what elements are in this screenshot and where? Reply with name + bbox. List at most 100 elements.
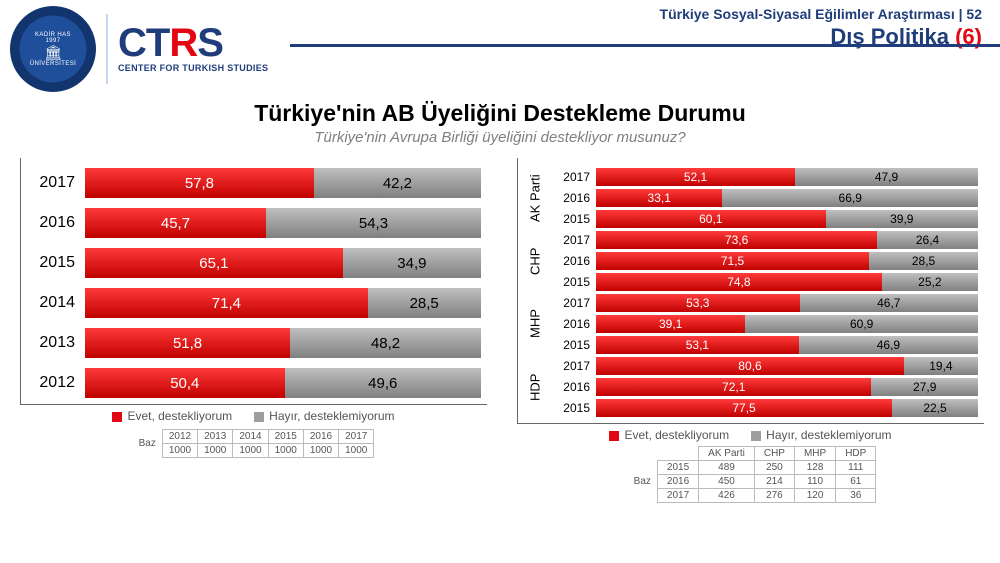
right-bar-row: 2016 33,166,9 xyxy=(552,189,978,207)
year-label: 2015 xyxy=(552,275,590,289)
baz-value: 128 xyxy=(794,461,835,475)
legend-no: Hayır, desteklemiyorum xyxy=(751,428,891,442)
yes-segment: 77,5 xyxy=(596,399,892,417)
bar: 51,848,2 xyxy=(85,328,481,358)
baz-year: 2013 xyxy=(198,430,233,444)
group-rows: 201780,619,4201672,127,9201577,522,5 xyxy=(552,357,978,417)
no-segment: 60,9 xyxy=(745,315,978,333)
bar: 39,160,9 xyxy=(596,315,978,333)
left-bar-row: 201757,842,2 xyxy=(27,168,481,198)
no-segment: 34,9 xyxy=(343,248,481,278)
no-segment: 54,3 xyxy=(266,208,481,238)
baz-col: HDP xyxy=(836,447,876,461)
baz-value: 426 xyxy=(699,489,755,503)
baz-value: 1000 xyxy=(268,444,303,458)
no-segment: 66,9 xyxy=(722,189,978,207)
title-block: Türkiye'nin AB Üyeliğini Destekleme Duru… xyxy=(0,100,1000,146)
left-baz-table: Baz2012201320142015201620171000100010001… xyxy=(133,429,375,458)
no-segment: 22,5 xyxy=(892,399,978,417)
year-label: 2012 xyxy=(27,374,75,392)
legend-no-swatch-icon xyxy=(751,431,761,441)
no-segment: 26,4 xyxy=(877,231,978,249)
university-seal-icon: KADİR HAS 1997 🏛 ÜNİVERSİTESİ xyxy=(10,6,96,92)
right-group: MHP201753,346,7201639,160,9201553,146,9 xyxy=(524,294,978,354)
title-sub: Türkiye'nin Avrupa Birliği üyeliğini des… xyxy=(0,129,1000,146)
yes-segment: 65,1 xyxy=(85,248,343,278)
bar: 60,139,9 xyxy=(596,210,978,228)
bar: 53,346,7 xyxy=(596,294,978,312)
right-chart: AK Parti201752,147,9201633,166,9201560,1… xyxy=(518,164,984,421)
left-bar-row: 2016 45,754,3 xyxy=(27,208,481,238)
right-chart-frame: AK Parti201752,147,9201633,166,9201560,1… xyxy=(517,158,984,424)
yes-segment: 52,1 xyxy=(596,168,795,186)
right-bar-row: 2015 74,825,2 xyxy=(552,273,978,291)
yes-segment: 60,1 xyxy=(596,210,826,228)
right-legend: Evet, destekliyorum Hayır, desteklemiyor… xyxy=(517,428,984,442)
yes-segment: 53,1 xyxy=(596,336,799,354)
yes-segment: 53,3 xyxy=(596,294,800,312)
year-label: 2014 xyxy=(27,294,75,312)
year-label: 2013 xyxy=(27,334,75,352)
year-label: 2016 xyxy=(552,191,590,205)
yes-segment: 72,1 xyxy=(596,378,871,396)
baz-label: Baz xyxy=(625,461,658,503)
logo-separator xyxy=(106,14,108,84)
right-bar-row: 201671,528,5 xyxy=(552,252,978,270)
no-segment: 19,4 xyxy=(904,357,978,375)
bar: 33,166,9 xyxy=(596,189,978,207)
group-rows: 201773,626,4201671,528,5201574,825,2 xyxy=(552,231,978,291)
yes-segment: 73,6 xyxy=(596,231,877,249)
no-segment: 25,2 xyxy=(882,273,978,291)
no-segment: 49,6 xyxy=(285,368,481,398)
no-segment: 39,9 xyxy=(826,210,978,228)
baz-label: Baz xyxy=(133,430,163,458)
survey-title: Türkiye Sosyal-Siyasal Eğilimler Araştır… xyxy=(660,6,982,22)
bar: 71,528,5 xyxy=(596,252,978,270)
year-label: 2015 xyxy=(552,401,590,415)
baz-col: CHP xyxy=(754,447,794,461)
legend-no: Hayır, desteklemiyorum xyxy=(254,409,394,423)
right-group: HDP201780,619,4201672,127,9201577,522,5 xyxy=(524,357,978,417)
ctrs-logo: CTRS CENTER FOR TURKISH STUDIES xyxy=(118,25,268,73)
baz-value: 214 xyxy=(754,475,794,489)
baz-value: 61 xyxy=(836,475,876,489)
legend-yes-swatch-icon xyxy=(609,431,619,441)
legend-yes-swatch-icon xyxy=(112,412,122,422)
yes-segment: 80,6 xyxy=(596,357,904,375)
bar: 65,134,9 xyxy=(85,248,481,278)
no-segment: 46,9 xyxy=(799,336,978,354)
charts-area: 201757,842,2 2016 45,754,3 2015 65,134,9 2014… xyxy=(20,158,984,551)
year-label: 2016 xyxy=(27,214,75,232)
baz-value: 111 xyxy=(836,461,876,475)
left-bar-row: 201471,428,5 xyxy=(27,288,481,318)
bar: 52,147,9 xyxy=(596,168,978,186)
page-number: 52 xyxy=(966,6,982,22)
baz-value: 250 xyxy=(754,461,794,475)
yes-segment: 45,7 xyxy=(85,208,266,238)
year-label: 2015 xyxy=(27,254,75,272)
baz-year: 2017 xyxy=(339,430,374,444)
yes-segment: 71,5 xyxy=(596,252,869,270)
year-label: 2016 xyxy=(552,380,590,394)
legend-no-swatch-icon xyxy=(254,412,264,422)
left-chart: 201757,842,2 2016 45,754,3 2015 65,134,9 2014… xyxy=(21,164,487,402)
party-label: MHP xyxy=(524,294,546,354)
baz-value: 276 xyxy=(754,489,794,503)
baz-col: MHP xyxy=(794,447,835,461)
title-main: Türkiye'nin AB Üyeliğini Destekleme Duru… xyxy=(0,100,1000,127)
right-bar-row: 201639,160,9 xyxy=(552,315,978,333)
right-group: CHP201773,626,4201671,528,5201574,825,2 xyxy=(524,231,978,291)
left-bar-row: 201250,449,6 xyxy=(27,368,481,398)
left-bar-row: 2015 65,134,9 xyxy=(27,248,481,278)
no-segment: 28,5 xyxy=(368,288,481,318)
seal-bottom: ÜNİVERSİTESİ xyxy=(30,61,76,67)
baz-value: 1000 xyxy=(162,444,197,458)
baz-year: 2017 xyxy=(657,489,698,503)
baz-value: 450 xyxy=(699,475,755,489)
no-segment: 46,7 xyxy=(800,294,978,312)
right-bar-row: 2015 77,522,5 xyxy=(552,399,978,417)
baz-value: 1000 xyxy=(233,444,268,458)
baz-value: 36 xyxy=(836,489,876,503)
yes-segment: 74,8 xyxy=(596,273,882,291)
bar: 80,619,4 xyxy=(596,357,978,375)
